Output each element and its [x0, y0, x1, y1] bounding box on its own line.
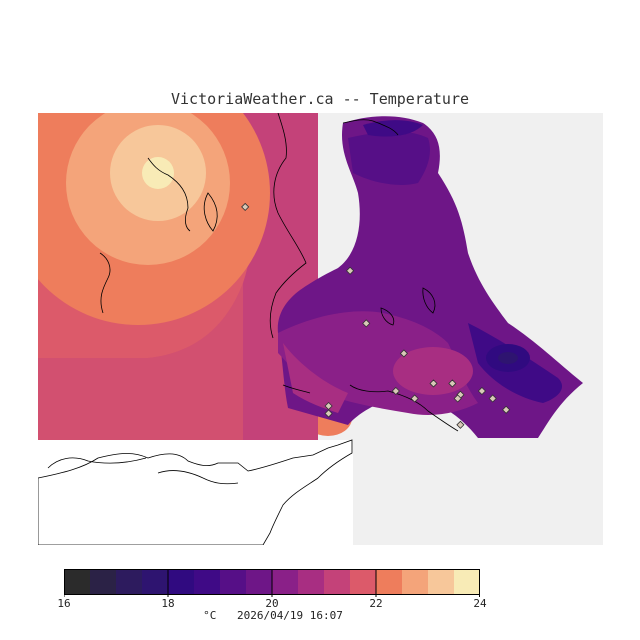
station-marker [456, 420, 465, 429]
station-markers [241, 202, 511, 429]
station-marker [429, 379, 438, 388]
legend-swatch [168, 569, 195, 595]
station-marker [391, 386, 400, 396]
station-marker [324, 409, 333, 418]
legend-swatch [376, 569, 403, 595]
legend-swatch [64, 569, 91, 595]
unit-label: °C [203, 609, 217, 622]
legend-swatch [246, 569, 273, 595]
legend-swatch [428, 569, 455, 595]
legend-swatch [298, 569, 325, 595]
coastlines [47, 113, 459, 485]
legend-border [64, 569, 480, 595]
legend-tick-label: 16 [57, 597, 71, 610]
legend-swatch [90, 569, 117, 595]
station-marker [448, 379, 457, 388]
legend-tick-label: 22 [369, 597, 383, 610]
temperature-field-east [277, 116, 583, 438]
legend-swatch [194, 569, 221, 595]
legend-swatch [272, 569, 299, 595]
station-marker [346, 266, 355, 275]
station-marker [241, 202, 250, 211]
station-marker [399, 349, 408, 358]
legend-swatch [350, 569, 377, 595]
station-marker [453, 394, 462, 403]
legend-swatch [220, 569, 247, 595]
legend-swatch [454, 569, 480, 595]
legend-swatch [116, 569, 143, 595]
legend-tick-label: 24 [473, 597, 487, 610]
station-marker [362, 319, 371, 328]
legend-swatch [324, 569, 351, 595]
land-no-data [38, 192, 353, 545]
station-marker [502, 405, 511, 414]
legend-swatch [402, 569, 429, 595]
temperature-map [38, 113, 603, 545]
legend-footer: °C 2026/04/19 16:07 [0, 609, 560, 622]
legend-tick-label: 18 [161, 597, 175, 610]
station-marker [410, 394, 419, 403]
legend-tick-label: 20 [265, 597, 279, 610]
color-scale-legend [64, 569, 480, 597]
map-title: VictoriaWeather.ca -- Temperature [170, 90, 469, 108]
station-marker [477, 386, 486, 396]
timestamp: 2026/04/19 16:07 [236, 609, 343, 622]
legend-swatch [142, 569, 169, 595]
station-marker [488, 394, 497, 403]
